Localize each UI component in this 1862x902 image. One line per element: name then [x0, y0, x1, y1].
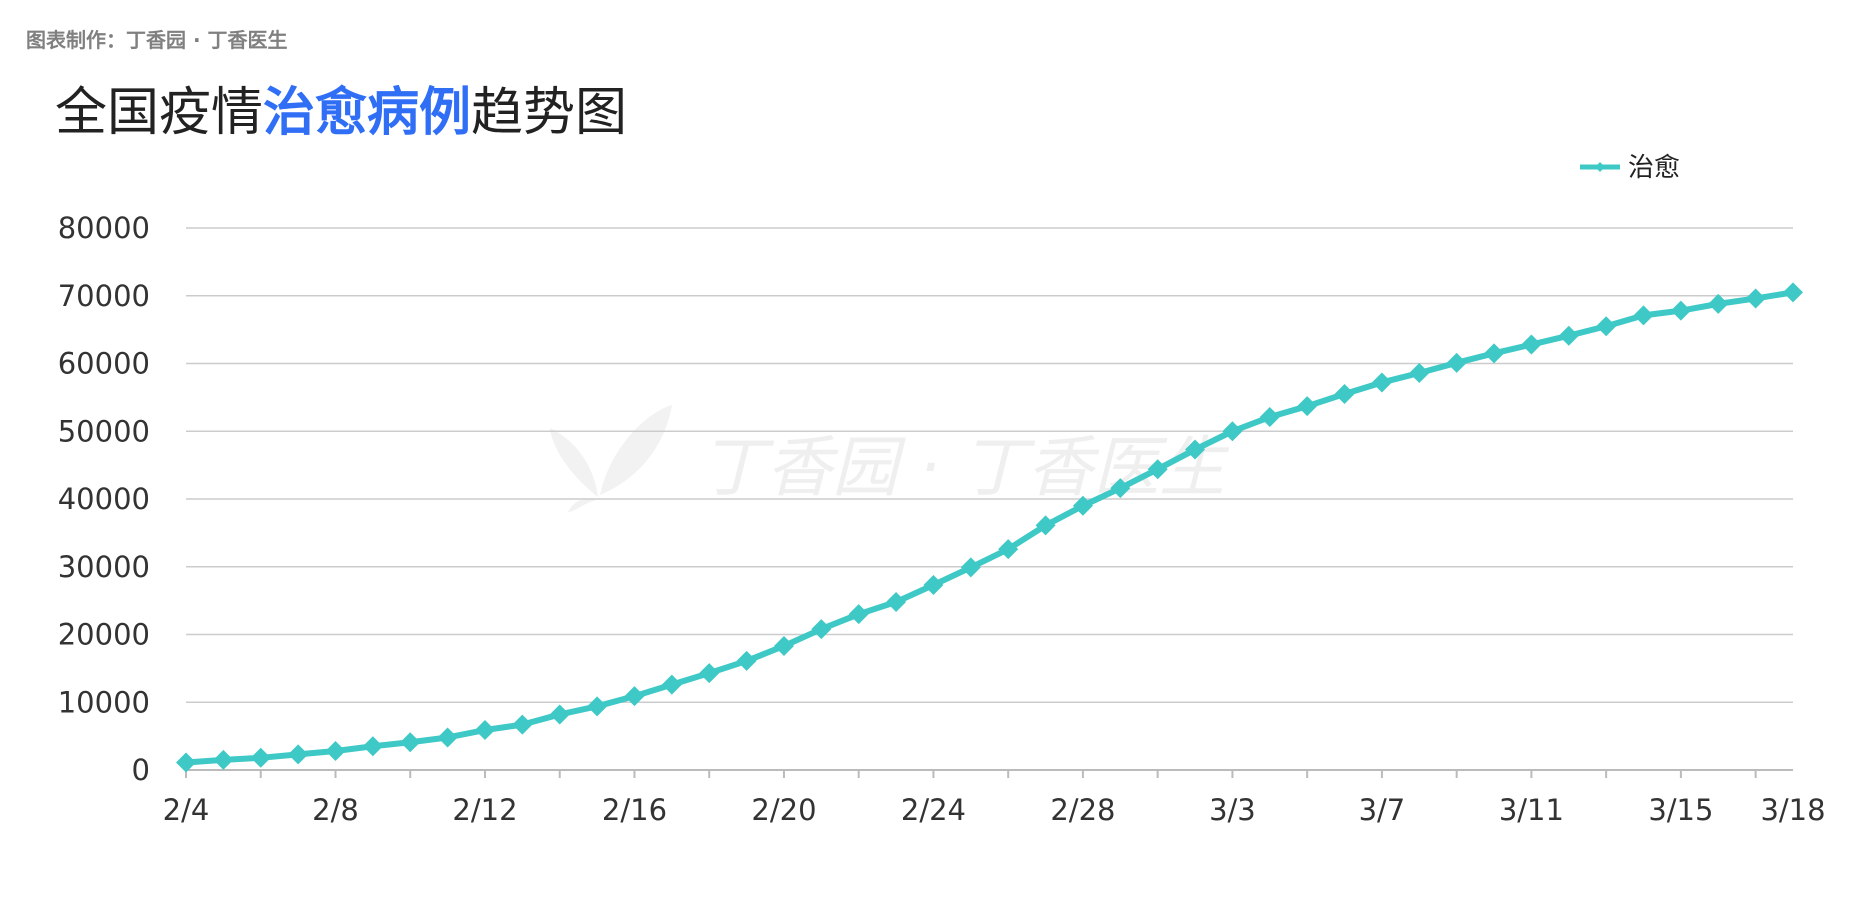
y-tick-label-6: 60000 — [58, 347, 150, 381]
data-point-39[interactable] — [1633, 305, 1654, 326]
leaf-logo-icon — [550, 405, 672, 512]
x-tick-label-8: 2/12 — [452, 793, 517, 827]
data-point-17[interactable] — [811, 619, 832, 640]
data-point-14[interactable] — [699, 663, 720, 684]
data-point-21[interactable] — [960, 557, 981, 578]
title-part-1: 全国疫情 — [55, 83, 264, 143]
x-tick-label-20: 2/24 — [901, 793, 966, 827]
data-point-8[interactable] — [474, 720, 495, 741]
y-tick-label-8: 80000 — [58, 211, 150, 245]
data-point-38[interactable] — [1596, 316, 1617, 337]
data-point-33[interactable] — [1409, 362, 1430, 383]
legend-label: 治愈 — [1628, 153, 1680, 183]
x-tick-label-36: 3/11 — [1499, 793, 1564, 827]
data-point-3[interactable] — [288, 744, 309, 765]
y-tick-label-4: 40000 — [58, 482, 150, 516]
y-tick-label-5: 50000 — [58, 414, 150, 448]
legend: 治愈 — [1580, 153, 1680, 183]
data-point-30[interactable] — [1297, 396, 1318, 417]
x-tick-label-28: 3/3 — [1209, 793, 1256, 827]
data-point-23[interactable] — [1035, 515, 1056, 536]
data-point-26[interactable] — [1147, 459, 1168, 480]
title-part-2: 趋势图 — [471, 83, 628, 143]
data-point-13[interactable] — [661, 674, 682, 695]
data-point-10[interactable] — [549, 704, 570, 725]
legend-marker-icon — [1595, 162, 1605, 172]
data-point-36[interactable] — [1521, 334, 1542, 355]
x-tick-label-40: 3/15 — [1648, 793, 1713, 827]
data-point-32[interactable] — [1371, 372, 1392, 393]
data-point-2[interactable] — [250, 747, 271, 768]
data-point-6[interactable] — [400, 732, 421, 753]
x-tick-label-43: 3/18 — [1760, 793, 1825, 827]
chart-credit: 图表制作：丁香园 · 丁香医生 — [26, 28, 288, 52]
data-point-5[interactable] — [362, 736, 383, 757]
data-point-1[interactable] — [213, 749, 234, 770]
data-point-0[interactable] — [176, 752, 196, 773]
data-point-7[interactable] — [437, 727, 458, 748]
x-tick-label-16: 2/20 — [751, 793, 816, 827]
x-tick-label-0: 2/4 — [163, 793, 210, 827]
data-point-34[interactable] — [1446, 352, 1467, 373]
watermark: 丁香园 · 丁香医生 — [550, 405, 1230, 512]
x-tick-label-24: 2/28 — [1050, 793, 1115, 827]
y-tick-label-7: 70000 — [58, 279, 150, 313]
data-point-11[interactable] — [587, 696, 608, 717]
data-point-28[interactable] — [1222, 421, 1243, 442]
data-point-18[interactable] — [848, 604, 869, 625]
y-tick-label-0: 0 — [132, 753, 150, 787]
data-point-22[interactable] — [998, 539, 1019, 560]
data-point-31[interactable] — [1334, 383, 1355, 404]
data-point-25[interactable] — [1110, 478, 1131, 499]
data-point-12[interactable] — [624, 686, 645, 707]
y-tick-label-3: 30000 — [58, 550, 150, 584]
data-point-27[interactable] — [1185, 439, 1206, 460]
data-point-40[interactable] — [1670, 300, 1691, 321]
data-point-16[interactable] — [773, 636, 794, 657]
y-tick-label-2: 20000 — [58, 618, 150, 652]
data-point-42[interactable] — [1745, 288, 1766, 309]
data-point-20[interactable] — [923, 575, 944, 596]
title-highlight: 治愈病例 — [263, 83, 472, 143]
y-tick-label-1: 10000 — [58, 685, 150, 719]
data-point-41[interactable] — [1708, 293, 1729, 314]
data-point-15[interactable] — [736, 650, 757, 671]
x-tick-label-12: 2/16 — [602, 793, 667, 827]
data-point-29[interactable] — [1259, 407, 1280, 428]
data-point-35[interactable] — [1484, 343, 1505, 364]
chart-title: 全国疫情治愈病例趋势图 — [55, 70, 627, 145]
x-tick-label-4: 2/8 — [312, 793, 359, 827]
data-point-9[interactable] — [512, 714, 533, 735]
data-point-43[interactable] — [1783, 282, 1803, 303]
data-point-37[interactable] — [1558, 325, 1579, 346]
data-point-24[interactable] — [1072, 495, 1093, 516]
watermark-text: 丁香园 · 丁香医生 — [700, 429, 1230, 506]
x-tick-label-32: 3/7 — [1359, 793, 1406, 827]
data-point-19[interactable] — [886, 591, 907, 612]
data-point-4[interactable] — [325, 741, 346, 762]
